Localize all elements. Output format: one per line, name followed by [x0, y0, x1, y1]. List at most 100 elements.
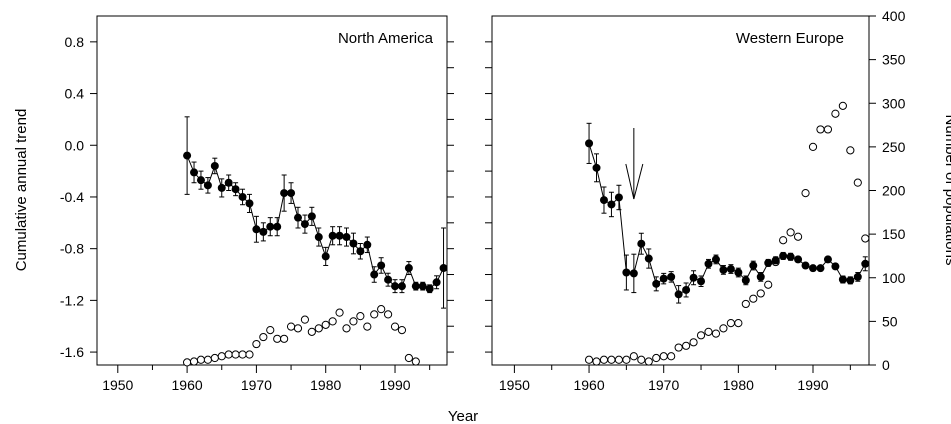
trend-point	[210, 161, 219, 170]
population-point	[363, 322, 372, 331]
trend-point	[259, 227, 268, 236]
trend-point	[637, 239, 646, 248]
population-point	[652, 353, 661, 363]
x-axis-title: Year	[448, 408, 478, 424]
population-point	[741, 299, 750, 309]
trend-point	[756, 272, 765, 281]
population-point	[321, 320, 330, 329]
plot-frame	[491, 15, 870, 366]
population-point	[749, 294, 758, 303]
y2-tick-label: 200	[882, 183, 906, 199]
population-point	[846, 146, 855, 155]
trend-point	[607, 200, 616, 209]
population-point	[245, 350, 254, 359]
trend-point	[831, 262, 840, 271]
trend-point	[439, 264, 448, 273]
y-tick-label: 0.4	[65, 86, 85, 102]
population-point	[607, 355, 616, 364]
population-point	[861, 234, 870, 243]
trend-point	[266, 222, 275, 231]
population-point	[280, 334, 289, 343]
population-point	[719, 324, 728, 333]
trend-point	[622, 268, 631, 277]
population-point	[659, 352, 668, 361]
trend-point	[418, 282, 427, 291]
trend-point	[794, 255, 803, 264]
trend-point	[674, 290, 683, 299]
trend-point	[356, 247, 365, 256]
trend-point	[238, 192, 247, 201]
trend-point	[224, 178, 233, 187]
trend-point	[293, 213, 302, 222]
trend-point	[585, 139, 594, 148]
panel-title: Western Europe	[736, 30, 844, 47]
y-tick-label: -0.8	[60, 241, 84, 257]
x-tick-label: 1990	[797, 377, 828, 393]
trend-point	[659, 274, 668, 283]
population-point	[838, 101, 847, 110]
trend-point	[667, 272, 676, 281]
y2-tick-label: 0	[882, 357, 890, 373]
trend-point	[252, 225, 261, 234]
trend-point	[771, 256, 780, 265]
trend-point	[307, 212, 316, 221]
population-point	[314, 324, 323, 333]
population-point	[342, 324, 351, 333]
population-point	[273, 334, 282, 343]
trend-point	[644, 254, 653, 263]
y-tick-label: -0.4	[60, 189, 84, 205]
population-point	[726, 319, 735, 328]
population-point	[667, 352, 676, 361]
trend-point	[314, 233, 323, 242]
population-point	[704, 327, 713, 336]
trend-point	[697, 277, 706, 286]
y2-tick-label: 150	[882, 226, 906, 242]
x-tick-label: 1970	[241, 377, 272, 393]
x-tick-label: 1950	[499, 377, 530, 393]
population-point	[328, 317, 337, 326]
y2-axis-title: Number of populations	[942, 115, 951, 266]
population-point	[637, 355, 646, 364]
population-point	[689, 338, 698, 347]
x-tick-label: 1960	[573, 377, 604, 393]
y-tick-label: 0.0	[65, 137, 85, 153]
y2-tick-label: 100	[882, 270, 906, 286]
trend-point	[300, 220, 309, 229]
y-tick-label: -1.2	[60, 292, 84, 308]
population-point	[293, 324, 303, 333]
trend-point	[764, 258, 773, 267]
trend-point	[861, 259, 870, 268]
trend-point	[384, 275, 393, 284]
population-point	[217, 352, 226, 361]
trend-point	[629, 269, 638, 278]
population-point	[238, 350, 247, 359]
population-point	[823, 125, 833, 134]
population-point	[259, 332, 268, 342]
population-point	[370, 310, 379, 319]
trend-point	[349, 239, 358, 248]
population-point	[808, 142, 818, 151]
trend-point	[363, 240, 372, 249]
trend-point	[190, 168, 199, 177]
population-point	[592, 357, 601, 366]
trend-point	[370, 270, 379, 279]
population-point	[786, 228, 795, 237]
trend-point	[196, 176, 205, 185]
x-tick-label: 1990	[379, 377, 410, 393]
trend-point	[809, 264, 818, 273]
x-tick-label: 1950	[102, 377, 133, 393]
trend-point	[335, 231, 344, 240]
population-point	[734, 319, 743, 328]
population-point	[584, 355, 594, 364]
y2-tick-label: 300	[882, 95, 906, 111]
trend-point	[853, 272, 862, 281]
population-point	[411, 357, 420, 366]
trend-point	[391, 282, 400, 291]
population-point	[599, 355, 609, 364]
plot-frame	[96, 15, 448, 366]
arrow-head	[625, 163, 644, 200]
trend-point	[711, 255, 720, 264]
trend-point	[749, 261, 758, 270]
trend-point	[280, 189, 289, 198]
